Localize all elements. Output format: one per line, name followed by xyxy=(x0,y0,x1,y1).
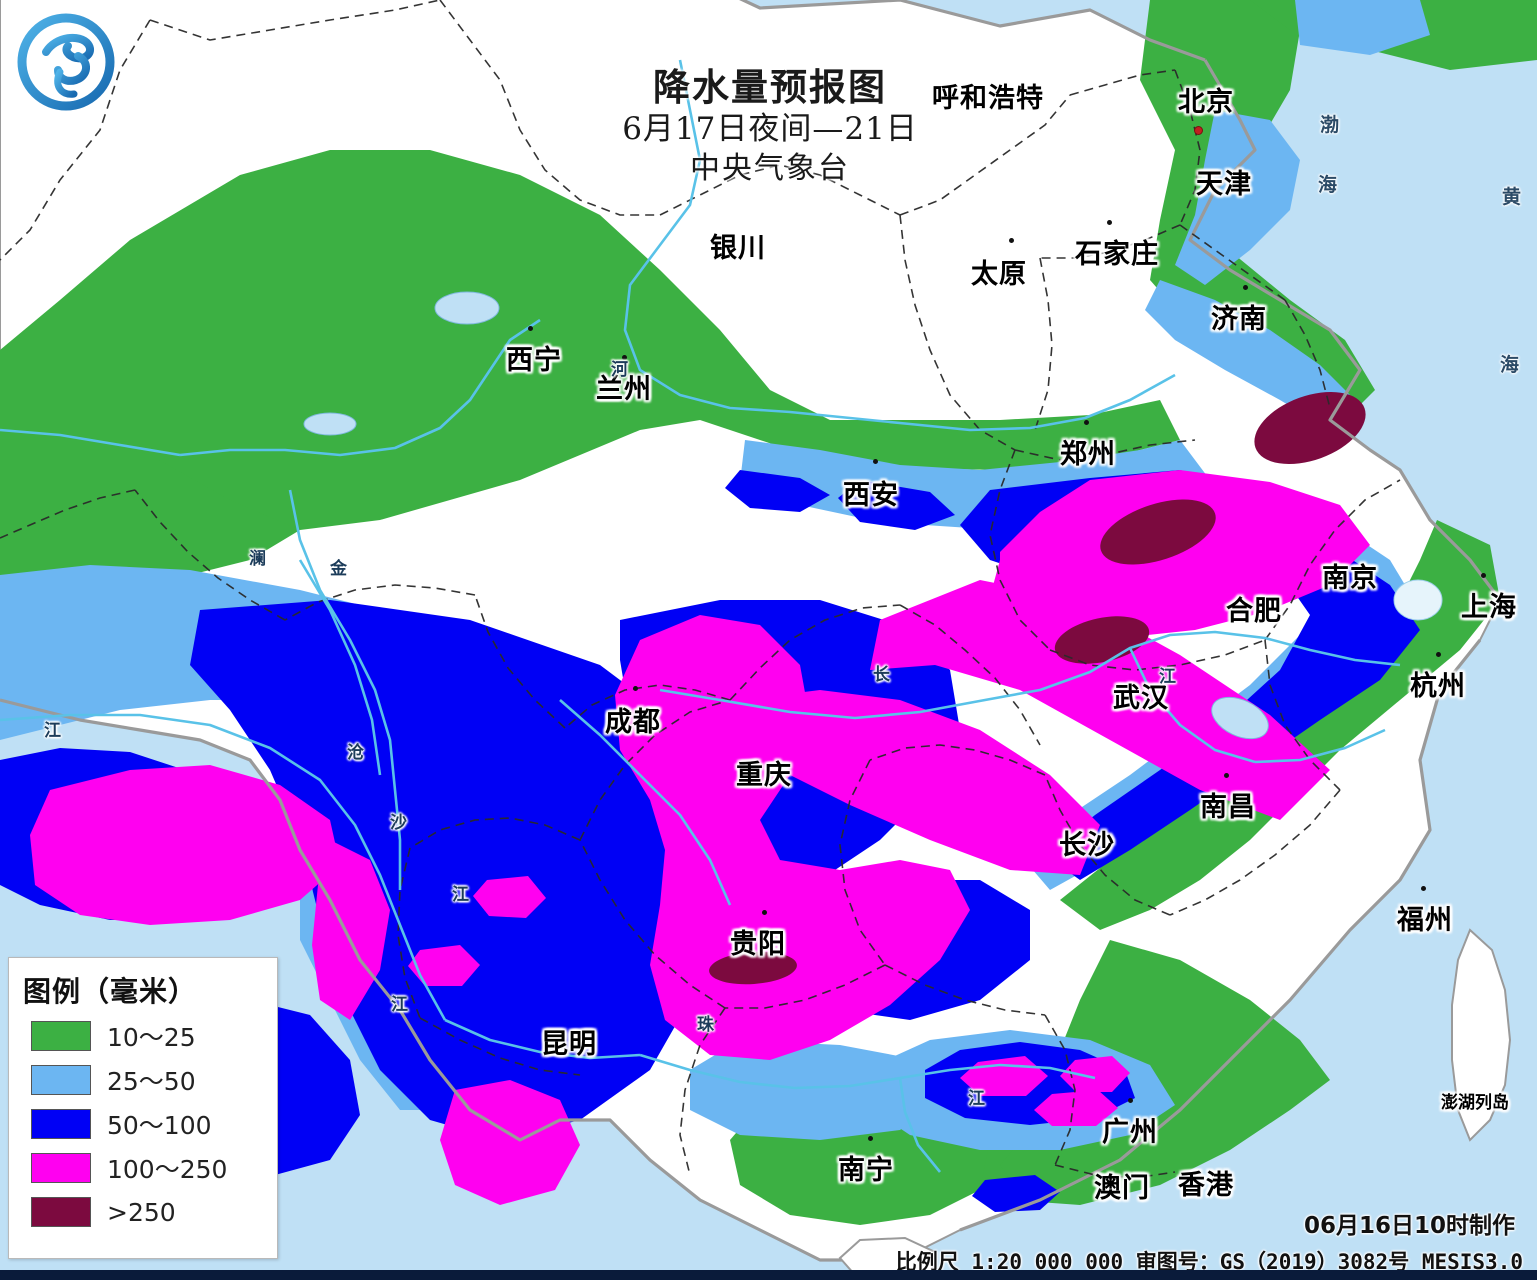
legend-range-label: 25～50 xyxy=(107,1067,196,1096)
river-label: 沙 xyxy=(390,813,407,833)
city-marker-dot xyxy=(873,459,878,464)
map-title-line3: 中央气象台 xyxy=(690,150,850,186)
city-label: 天津 xyxy=(1196,169,1252,200)
city-label: 南宁 xyxy=(838,1155,894,1186)
production-time-label: 06月16日10时制作 xyxy=(1303,1213,1515,1239)
river-label: 河 xyxy=(611,360,628,380)
city-label: 杭州 xyxy=(1410,671,1466,702)
legend-row: 25～50 xyxy=(31,1062,277,1098)
city-label: 石家庄 xyxy=(1075,239,1159,270)
city-marker-dot xyxy=(1194,126,1203,135)
city-label: 澳门 xyxy=(1094,1173,1150,1204)
river-label: 江 xyxy=(968,1089,985,1109)
river-label: 江 xyxy=(1159,667,1176,687)
map-title-line1: 降水量预报图 xyxy=(653,65,887,109)
city-label: 太原 xyxy=(971,259,1027,290)
city-marker-dot xyxy=(622,355,627,360)
city-label: 昆明 xyxy=(541,1029,597,1060)
bottom-bar xyxy=(0,1270,1537,1280)
river-label: 江 xyxy=(391,995,408,1015)
sea-label: 渤 xyxy=(1320,114,1340,136)
city-label: 南京 xyxy=(1322,563,1378,594)
pearl-river xyxy=(639,1053,1096,1090)
precip-band-100-250 xyxy=(30,470,1370,1205)
river-label: 江 xyxy=(44,721,61,741)
legend-color-swatch xyxy=(31,1021,91,1051)
city-marker-dot xyxy=(528,326,533,331)
river-label: 珠 xyxy=(697,1015,714,1035)
legend-row: 50～100 xyxy=(31,1106,277,1142)
city-marker-dot xyxy=(868,1136,873,1141)
legend-row: 100～250 xyxy=(31,1150,277,1186)
legend-rows: 10～25 25～50 50～100 100～250 >250 xyxy=(9,1018,277,1230)
legend-color-swatch xyxy=(31,1065,91,1095)
legend-color-swatch xyxy=(31,1197,91,1227)
city-label: 合肥 xyxy=(1226,596,1282,627)
city-marker-dot xyxy=(1128,1098,1133,1103)
river-label: 长 xyxy=(873,665,890,685)
city-marker-dot xyxy=(1107,220,1112,225)
city-marker-dot xyxy=(1224,773,1229,778)
yangtze-river xyxy=(659,630,1401,720)
legend-title: 图例（毫米） xyxy=(23,975,198,1008)
city-label: 兰州 xyxy=(596,374,652,405)
city-label: 广州 xyxy=(1102,1117,1158,1148)
city-label: 香港 xyxy=(1178,1170,1234,1201)
lakes-layer xyxy=(303,291,1443,740)
legend-range-label: 100～250 xyxy=(107,1155,228,1184)
city-marker-dot xyxy=(1243,285,1248,290)
yellow-river xyxy=(623,59,1176,432)
city-marker-dot xyxy=(1436,652,1441,657)
city-marker-dot xyxy=(762,910,767,915)
river-label: 澜 xyxy=(249,549,266,569)
legend-range-label: 10～25 xyxy=(107,1023,196,1052)
legend-range-label: 50～100 xyxy=(107,1111,212,1140)
river-label: 金 xyxy=(330,559,347,579)
legend-panel: 图例（毫米） 10～25 25～50 50～100 100～250 >250 xyxy=(8,957,278,1259)
taiwan-island xyxy=(1451,928,1512,1142)
city-label: 武汉 xyxy=(1113,683,1169,714)
legend-row: 10～25 xyxy=(31,1018,277,1054)
city-label: 北京 xyxy=(1178,87,1234,118)
city-label: 重庆 xyxy=(736,760,792,791)
city-label: 西安 xyxy=(843,480,899,511)
legend-color-swatch xyxy=(31,1109,91,1139)
map-title-line2: 6月17日夜间—21日 xyxy=(622,110,918,147)
rivers-layer xyxy=(0,59,1401,1173)
river-label: 江 xyxy=(452,885,469,905)
city-label: 西宁 xyxy=(506,345,562,376)
city-marker-dot xyxy=(1009,238,1014,243)
city-marker-dot xyxy=(1084,420,1089,425)
city-label: 呼和浩特 xyxy=(932,83,1044,114)
sea-label: 黄 xyxy=(1502,186,1522,208)
city-marker-dot xyxy=(1481,573,1486,578)
city-label: 上海 xyxy=(1461,592,1517,623)
city-label: 南昌 xyxy=(1200,792,1256,823)
country-border xyxy=(0,0,1502,1262)
offshore-islands xyxy=(838,928,1512,1280)
city-label: 成都 xyxy=(605,707,661,738)
city-label: 福州 xyxy=(1397,905,1453,936)
legend-range-label: >250 xyxy=(107,1197,176,1227)
city-label: 郑州 xyxy=(1060,439,1116,470)
river-label: 沧 xyxy=(347,743,364,763)
city-label: 长沙 xyxy=(1059,830,1115,861)
city-marker-dot xyxy=(1421,886,1426,891)
city-marker-dot xyxy=(633,686,638,691)
legend-row: >250 xyxy=(31,1194,277,1230)
sea-label: 海 xyxy=(1318,174,1338,196)
city-label: 济南 xyxy=(1211,304,1267,335)
sea-label: 海 xyxy=(1500,354,1520,376)
island-label: 澎湖列岛 xyxy=(1441,1093,1509,1113)
map-title-block: 降水量预报图 6月17日夜间—21日 中央气象台 xyxy=(560,66,980,188)
cma-logo-icon xyxy=(17,13,115,111)
legend-color-swatch xyxy=(31,1153,91,1183)
city-label: 银川 xyxy=(710,233,766,264)
province-boundaries xyxy=(0,0,1401,1179)
city-label: 贵阳 xyxy=(730,929,786,960)
